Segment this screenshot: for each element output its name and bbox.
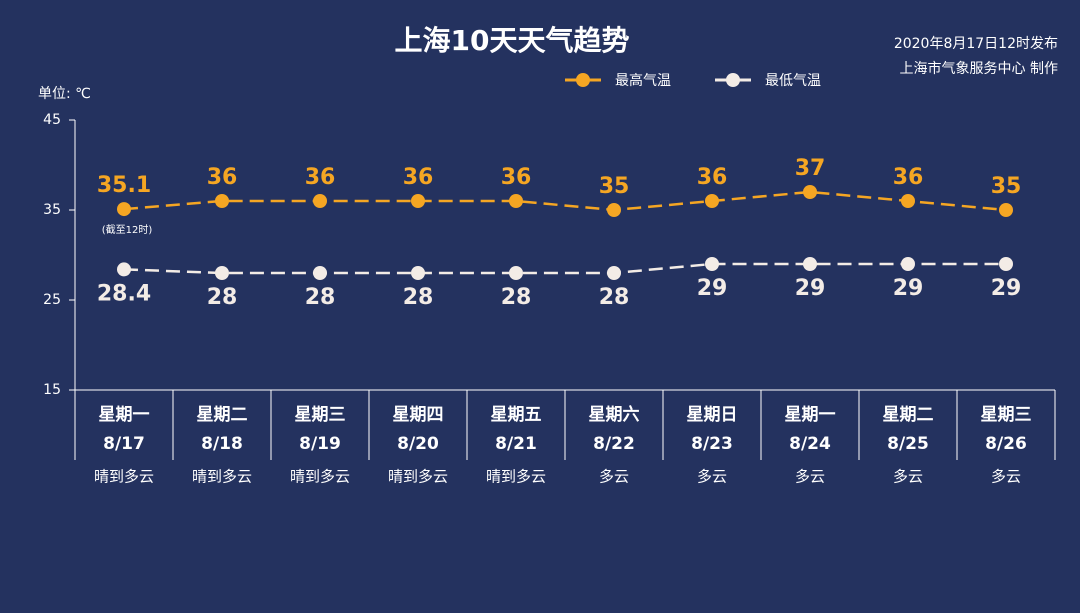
annotation: (截至12时) <box>102 223 153 236</box>
weekday-label: 星期二 <box>883 405 934 425</box>
publish-time: 2020年8月17日12时发布 <box>894 36 1058 52</box>
data-label: 29 <box>893 276 924 301</box>
data-point <box>705 194 719 208</box>
x-tick-label: 8/26 <box>985 434 1027 454</box>
data-point <box>901 194 915 208</box>
data-point <box>803 257 817 271</box>
publisher: 上海市气象服务中心 制作 <box>900 60 1058 77</box>
data-point <box>509 266 523 280</box>
data-point <box>215 194 229 208</box>
x-tick-label: 8/25 <box>887 434 929 454</box>
data-label: 36 <box>207 165 238 190</box>
data-point <box>117 202 131 217</box>
weather-label: 晴到多云 <box>192 468 252 486</box>
data-label: 35 <box>599 174 630 199</box>
data-point <box>803 185 817 199</box>
data-label: 28.4 <box>97 281 151 306</box>
data-label: 29 <box>697 276 728 301</box>
weather-label: 多云 <box>893 468 923 486</box>
data-label: 35.1 <box>97 173 151 198</box>
x-tick-label: 8/18 <box>201 434 243 454</box>
legend-label: 最高气温 <box>615 72 671 89</box>
weekday-label: 星期一 <box>785 405 836 425</box>
data-point <box>999 203 1013 217</box>
series-line <box>123 190 1007 212</box>
legend-label: 最低气温 <box>765 73 821 89</box>
weather-label: 多云 <box>697 468 727 486</box>
data-label: 36 <box>893 165 924 190</box>
weekday-label: 星期二 <box>197 405 248 425</box>
data-label: 28 <box>305 285 336 310</box>
legend-marker <box>726 73 740 87</box>
x-tick-label: 8/21 <box>495 434 537 454</box>
weather-label: 晴到多云 <box>486 468 546 486</box>
data-point <box>901 257 915 271</box>
data-point <box>999 257 1013 271</box>
data-label: 28 <box>599 285 630 310</box>
weekday-label: 星期三 <box>295 405 346 425</box>
weather-label: 晴到多云 <box>290 468 350 486</box>
data-label: 36 <box>403 165 434 190</box>
data-point <box>313 194 327 208</box>
y-tick-label: 45 <box>43 112 61 128</box>
weekday-label: 星期四 <box>393 405 444 425</box>
data-label: 35 <box>991 174 1022 199</box>
x-tick-label: 8/24 <box>789 434 831 454</box>
data-point <box>705 257 719 271</box>
weekday-label: 星期六 <box>589 404 640 425</box>
legend-marker <box>576 73 590 87</box>
data-point <box>117 262 131 277</box>
y-tick-label: 35 <box>43 202 61 218</box>
data-point <box>411 266 425 280</box>
weekday-label: 星期三 <box>981 405 1032 425</box>
weather-label: 多云 <box>795 468 825 486</box>
data-label: 36 <box>305 165 336 190</box>
data-point <box>509 194 523 208</box>
data-point <box>607 266 621 280</box>
data-label: 36 <box>501 165 532 190</box>
x-tick-label: 8/23 <box>691 434 733 454</box>
x-tick-label: 8/17 <box>103 434 145 454</box>
y-tick-label: 25 <box>43 292 61 308</box>
data-label: 29 <box>991 276 1022 301</box>
x-tick-label: 8/22 <box>593 434 635 454</box>
weather-label: 多云 <box>599 468 629 486</box>
data-point <box>313 266 327 280</box>
weather-label: 晴到多云 <box>94 468 154 486</box>
x-tick-label: 8/19 <box>299 434 341 454</box>
data-label: 29 <box>795 276 826 301</box>
weekday-label: 星期日 <box>687 405 738 425</box>
data-point <box>215 266 229 280</box>
weather-label: 晴到多云 <box>388 468 448 486</box>
data-point <box>411 194 425 208</box>
data-label: 36 <box>697 165 728 190</box>
y-tick-label: 15 <box>43 382 61 398</box>
series-line <box>123 262 1006 275</box>
data-label: 28 <box>207 285 238 310</box>
data-label: 37 <box>795 156 826 181</box>
data-point <box>607 203 621 217</box>
chart-title: 上海10天天气趋势 <box>395 24 630 57</box>
weather-label: 多云 <box>991 468 1021 486</box>
x-tick-label: 8/20 <box>397 434 439 454</box>
data-label: 28 <box>403 285 434 310</box>
weekday-label: 星期五 <box>491 405 542 425</box>
weekday-label: 星期一 <box>99 405 150 425</box>
y-axis-label: 单位: ℃ <box>38 86 91 102</box>
data-label: 28 <box>501 285 532 310</box>
